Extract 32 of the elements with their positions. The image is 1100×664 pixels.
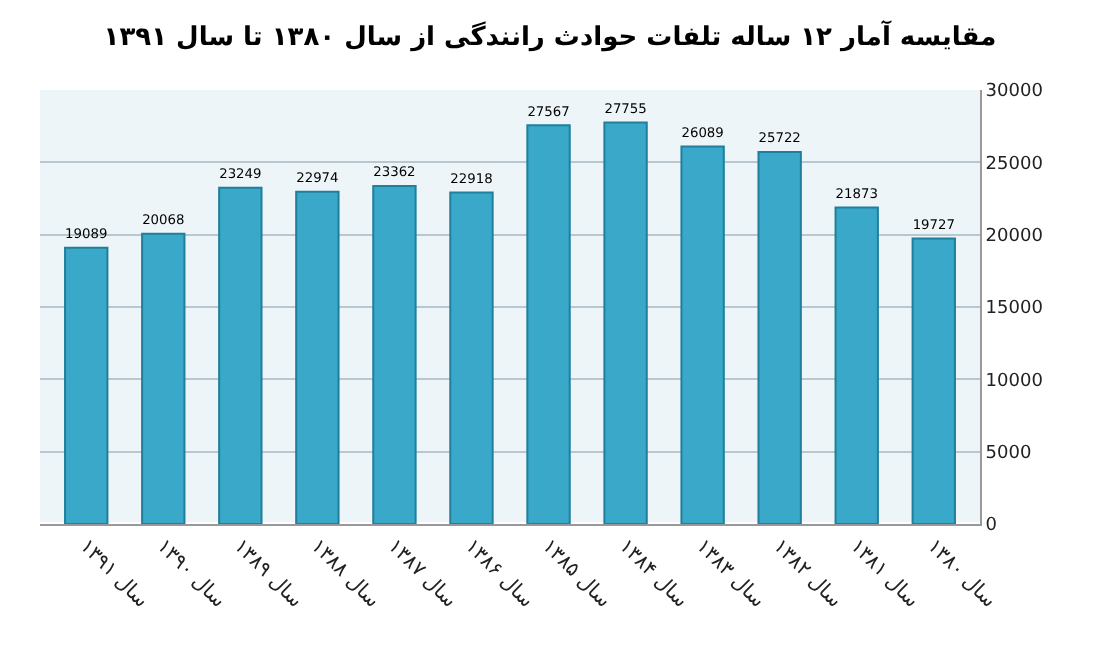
bar [834, 206, 879, 524]
y-tick-label: 20000 [985, 226, 1044, 247]
y-tick-label: 5000 [985, 443, 1032, 464]
x-tick-label: سال ۱۳۸۰ [922, 535, 1000, 613]
bar [526, 124, 571, 524]
x-tick-label: سال ۱۳۸۱ [845, 535, 923, 613]
x-tick-label: سال ۱۳۸۶ [460, 535, 538, 613]
y-tick-label: 25000 [985, 154, 1044, 175]
x-tick-label: سال ۱۳۹۰ [151, 535, 229, 613]
y-tick-label: 0 [985, 516, 998, 537]
x-tick-label: سال ۱۳۹۱ [74, 535, 152, 613]
x-tick-label: سال ۱۳۸۷ [383, 535, 460, 613]
y-tick-label: 15000 [985, 299, 1044, 320]
x-tick-label: سال ۱۳۸۴ [614, 535, 692, 613]
y-tick-label: 30000 [985, 82, 1044, 103]
bar [680, 145, 725, 524]
bar [449, 191, 494, 524]
x-tick-label: سال ۱۳۸۲ [768, 535, 846, 613]
chart-title: مقایسه آمار ۱۲ ساله تلفات حوادث رانندگی از سال ۱۳۸۰ تا سال ۱۳۹۱ [103, 18, 997, 53]
bar [295, 190, 340, 524]
x-tick-label: سال ۱۳۸۳ [691, 535, 769, 613]
bar [372, 185, 417, 524]
y-tick-label: 10000 [985, 371, 1044, 392]
bar [911, 237, 956, 524]
bar [603, 121, 648, 524]
bar [64, 246, 109, 524]
bar [218, 186, 263, 524]
x-tick-label: سال ۱۳۸۸ [306, 535, 383, 613]
x-tick-label: سال ۱۳۸۵ [537, 535, 615, 613]
bar [757, 150, 802, 524]
x-tick-label: سال ۱۳۸۹ [229, 535, 306, 613]
bar [141, 232, 186, 524]
